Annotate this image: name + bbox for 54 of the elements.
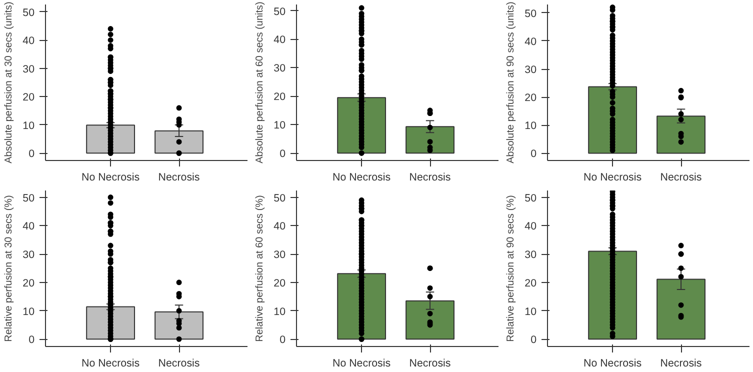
x-tick-label: No Necrosis bbox=[82, 172, 140, 184]
y-tick-label: 0 bbox=[28, 334, 35, 346]
x-tick-label: Necrosis bbox=[158, 358, 200, 370]
x-tick-label: No Necrosis bbox=[584, 358, 642, 370]
y-tick-label: 30 bbox=[524, 249, 537, 262]
y-tick-label: 30 bbox=[524, 64, 537, 76]
x-tick-label: Necrosis bbox=[409, 358, 451, 370]
x-tick-label: No Necrosis bbox=[332, 358, 391, 370]
y-tick-label: 0 bbox=[280, 148, 286, 160]
y-tick-label: 30 bbox=[22, 249, 35, 262]
y-axis-title: Absolute perfusion at 30 secs (units) bbox=[4, 2, 15, 164]
y-tick-label: 0 bbox=[280, 334, 286, 346]
x-tick-label: Necrosis bbox=[409, 172, 451, 184]
y-tick-label: 20 bbox=[274, 277, 286, 290]
x-tick-label: Necrosis bbox=[660, 358, 702, 370]
y-tick-label: 50 bbox=[22, 6, 35, 19]
y-axis-title: Relative perfusion at 30 secs (%) bbox=[4, 195, 15, 342]
y-tick-label: 20 bbox=[524, 92, 537, 104]
y-axis-title: Absolute perfusion at 90 secs (units) bbox=[506, 2, 517, 164]
y-tick-label: 50 bbox=[524, 192, 537, 204]
y-tick-label: 20 bbox=[22, 277, 35, 290]
x-tick-label: No Necrosis bbox=[82, 358, 140, 370]
y-tick-label: 40 bbox=[22, 35, 35, 48]
y-tick-label: 30 bbox=[274, 62, 286, 75]
y-tick-label: 30 bbox=[22, 63, 35, 76]
y-tick-label: 10 bbox=[524, 120, 537, 132]
y-tick-label: 40 bbox=[524, 220, 537, 233]
x-tick-label: Necrosis bbox=[660, 172, 702, 184]
y-tick-label: 30 bbox=[274, 249, 286, 262]
y-tick-label: 40 bbox=[274, 34, 286, 46]
y-tick-label: 50 bbox=[274, 6, 286, 18]
x-tick-label: Necrosis bbox=[158, 172, 200, 184]
y-tick-label: 20 bbox=[274, 91, 286, 104]
y-tick-label: 0 bbox=[28, 148, 35, 160]
y-tick-label: 10 bbox=[274, 120, 286, 132]
y-tick-label: 10 bbox=[524, 306, 537, 318]
y-tick-label: 0 bbox=[530, 148, 537, 160]
y-tick-label: 40 bbox=[524, 36, 537, 48]
y-tick-label: 50 bbox=[524, 8, 537, 20]
y-tick-label: 50 bbox=[22, 192, 35, 204]
y-tick-label: 20 bbox=[524, 277, 537, 290]
y-tick-label: 10 bbox=[274, 306, 286, 318]
y-tick-label: 40 bbox=[274, 220, 286, 233]
y-axis-title: Absolute perfusion at 60 secs (units) bbox=[254, 2, 266, 164]
y-tick-label: 40 bbox=[22, 220, 35, 233]
y-tick-label: 20 bbox=[22, 92, 35, 104]
y-tick-label: 10 bbox=[22, 120, 35, 132]
y-axis-title: Relative perfusion at 90 secs (%) bbox=[506, 195, 517, 342]
y-tick-label: 10 bbox=[22, 306, 35, 318]
x-tick-label: No Necrosis bbox=[332, 172, 391, 184]
y-axis-title: Relative perfusion at 60 secs (%) bbox=[254, 195, 266, 342]
x-tick-label: No Necrosis bbox=[584, 172, 642, 184]
y-tick-label: 0 bbox=[530, 334, 537, 346]
y-tick-label: 50 bbox=[274, 192, 286, 204]
